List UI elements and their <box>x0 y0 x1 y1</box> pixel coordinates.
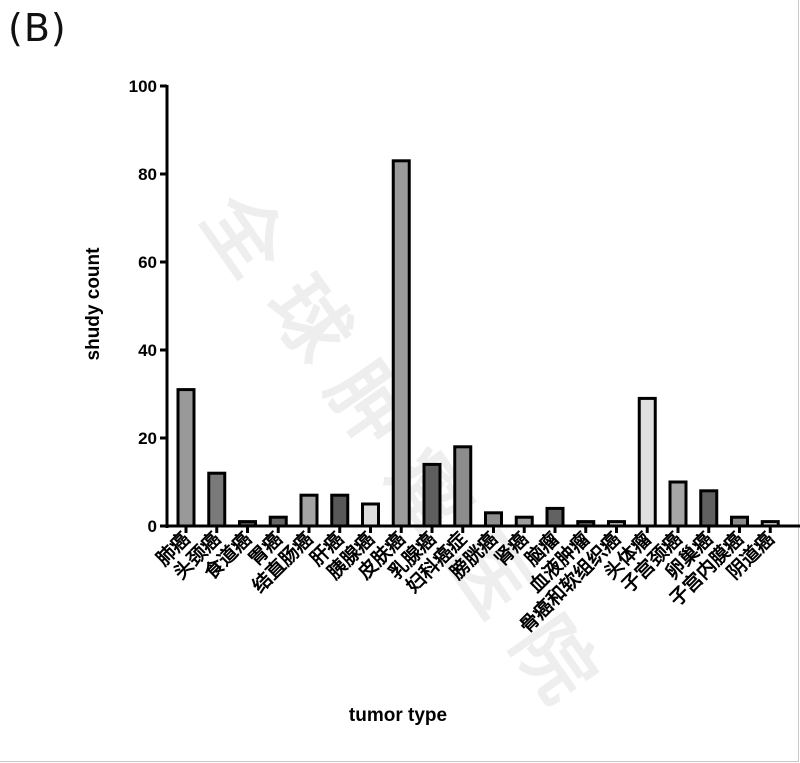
bar <box>330 493 350 528</box>
bar <box>299 493 319 528</box>
bar <box>361 502 380 528</box>
bar <box>637 396 657 528</box>
bar <box>422 462 442 528</box>
bar <box>453 445 473 528</box>
bar <box>484 511 503 528</box>
x-axis-title: tumor type <box>349 705 447 726</box>
bars <box>176 159 780 528</box>
bar <box>760 520 780 528</box>
y-tick-label: 60 <box>138 253 157 272</box>
y-tick-label: 100 <box>129 77 157 96</box>
bar <box>699 489 719 528</box>
bar <box>207 471 227 528</box>
bar <box>268 515 288 528</box>
y-tick-label: 0 <box>148 517 157 536</box>
y-tick-label: 80 <box>138 165 157 184</box>
bar <box>238 520 257 528</box>
bar <box>176 388 196 528</box>
panel-label: (B) <box>8 6 67 50</box>
category-labels: 肺癌头颈癌食道癌胃癌结直肠癌肝癌胰腺癌皮肤癌乳腺癌妇科癌症膀胱癌肾癌脑瘤血液肿瘤… <box>151 527 778 637</box>
y-axis: 0 20 40 60 80 100 <box>129 77 169 536</box>
bar <box>576 520 596 528</box>
y-tick-label: 40 <box>138 341 157 360</box>
bar <box>514 515 534 528</box>
bar <box>730 515 749 528</box>
bar <box>545 506 565 528</box>
y-tick-label: 20 <box>138 429 157 448</box>
y-axis-title: shudy count <box>83 247 104 361</box>
bar <box>607 520 626 528</box>
bar <box>668 480 688 528</box>
bar <box>391 159 411 528</box>
